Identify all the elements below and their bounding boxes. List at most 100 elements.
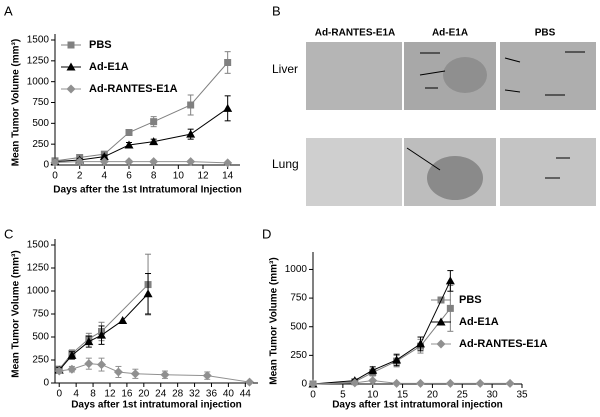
row-label: Lung xyxy=(272,157,299,171)
legend-label: Ad-E1A xyxy=(89,61,129,73)
y-tick-label: 750 xyxy=(32,309,49,320)
y-tick-label: 500 xyxy=(32,118,49,129)
legend-marker xyxy=(436,317,446,326)
marker xyxy=(223,158,233,168)
marker xyxy=(130,369,140,379)
x-tick-label: 44 xyxy=(240,389,252,400)
x-tick-label: 12 xyxy=(104,389,116,400)
marker xyxy=(99,152,109,161)
y-tick-label: 500 xyxy=(32,332,49,343)
row-label: Liver xyxy=(272,62,298,76)
y-tick-label: 0 xyxy=(43,378,49,389)
marker xyxy=(392,378,402,388)
marker xyxy=(223,103,233,112)
y-tick-label: 1000 xyxy=(27,76,50,87)
marker xyxy=(186,129,196,138)
legend-label: Ad-E1A xyxy=(459,316,499,328)
y-tick-label: 250 xyxy=(32,355,49,366)
marker xyxy=(125,129,133,136)
marker xyxy=(149,137,159,146)
marker xyxy=(392,355,402,364)
marker xyxy=(186,157,196,167)
x-tick-label: 8 xyxy=(90,389,96,400)
x-tick-label: 10 xyxy=(367,390,379,401)
legend-marker xyxy=(436,339,446,349)
x-tick-label: 24 xyxy=(155,389,167,400)
x-tick-label: 8 xyxy=(151,171,157,182)
marker xyxy=(160,370,170,380)
marker xyxy=(475,378,485,388)
x-tick-label: 36 xyxy=(206,389,218,400)
marker xyxy=(50,158,60,167)
x-tick-label: 25 xyxy=(457,390,469,401)
series-line xyxy=(54,62,229,162)
marker xyxy=(149,157,159,167)
tissue-feature xyxy=(443,57,487,93)
legend-label: Ad-RANTES-E1A xyxy=(89,83,178,95)
y-tick-label: 250 xyxy=(290,350,307,361)
chart: D 0 250 500 750 1000 0 5 10 15 20 25 30 35 Days after … xyxy=(262,226,548,410)
marker xyxy=(415,378,425,388)
x-tick-label: 20 xyxy=(138,389,150,400)
marker xyxy=(124,157,134,167)
panel-letter: B xyxy=(272,3,281,18)
legend-marker xyxy=(66,84,76,94)
marker xyxy=(75,157,85,167)
micrograph xyxy=(500,138,596,206)
series-line xyxy=(312,308,451,385)
panel-letter: C xyxy=(4,226,13,241)
micrograph xyxy=(500,42,596,110)
x-tick-label: 40 xyxy=(223,389,235,400)
marker xyxy=(308,379,318,389)
marker xyxy=(143,289,153,298)
marker xyxy=(124,140,134,149)
marker xyxy=(97,360,107,370)
marker xyxy=(445,276,455,285)
x-tick-label: 32 xyxy=(189,389,201,400)
marker xyxy=(84,337,94,346)
micrograph xyxy=(306,138,402,206)
y-tick-label: 0 xyxy=(301,379,307,390)
marker xyxy=(505,378,515,388)
y-tick-label: 1000 xyxy=(285,264,308,275)
y-tick-label: 250 xyxy=(32,139,49,150)
marker xyxy=(150,118,158,126)
x-tick-label: 4 xyxy=(102,171,108,182)
marker xyxy=(368,365,378,374)
marker xyxy=(187,101,195,109)
y-axis-label: Mean Tumor Volume (mm³) xyxy=(11,250,22,377)
legend-label: PBS xyxy=(459,294,482,306)
x-tick-label: 35 xyxy=(516,390,528,401)
y-tick-label: 750 xyxy=(32,97,49,108)
y-axis-label: Mean Tumor Volume (mm³) xyxy=(11,39,22,166)
column-label: Ad-RANTES-E1A xyxy=(315,28,396,39)
y-tick-label: 1250 xyxy=(27,55,50,66)
marker xyxy=(224,59,232,66)
x-tick-label: 30 xyxy=(487,390,499,401)
x-tick-label: 6 xyxy=(126,171,132,182)
x-tick-label: 5 xyxy=(340,390,346,401)
legend-marker xyxy=(67,41,75,49)
column-label: PBS xyxy=(535,28,556,39)
micrograph xyxy=(306,42,402,110)
marker xyxy=(445,378,455,388)
marker xyxy=(202,371,212,381)
x-tick-label: 10 xyxy=(173,171,185,182)
legend-label: PBS xyxy=(89,39,112,51)
y-tick-label: 1000 xyxy=(27,286,50,297)
legend-label: Ad-RANTES-E1A xyxy=(459,338,548,350)
marker xyxy=(350,378,360,388)
marker xyxy=(245,377,255,387)
panel-letter: D xyxy=(262,226,271,241)
marker xyxy=(415,339,425,348)
x-tick-label: 16 xyxy=(121,389,133,400)
x-tick-label: 0 xyxy=(52,171,58,182)
y-tick-label: 1500 xyxy=(27,35,50,46)
x-tick-label: 12 xyxy=(197,171,209,182)
y-tick-label: 500 xyxy=(290,321,307,332)
y-tick-label: 750 xyxy=(290,293,307,304)
series-line xyxy=(312,280,451,385)
panel-letter: A xyxy=(4,3,13,18)
marker xyxy=(67,364,77,374)
